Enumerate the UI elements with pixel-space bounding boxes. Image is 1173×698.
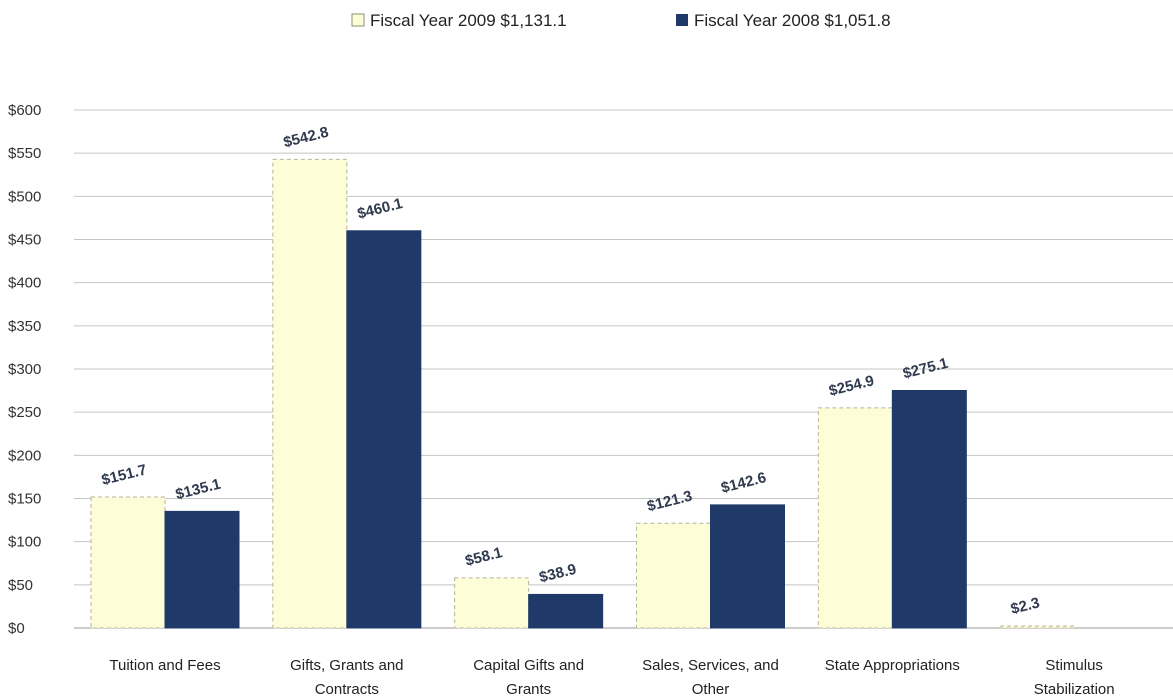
bar-fy2009 <box>636 522 711 629</box>
x-axis: Tuition and Fees Gifts, Grants and Contrac… <box>109 657 1114 698</box>
legend: Fiscal Year 2009 $1,131.1 Fiscal Year 20… <box>351 11 891 30</box>
x-category-label: Stabilization <box>1034 681 1115 698</box>
bar-fy2008 <box>710 504 785 629</box>
bar-fy2009 <box>272 158 348 629</box>
data-label: $151.7 <box>100 461 149 489</box>
y-tick-label: $150 <box>8 491 41 508</box>
y-tick-label: $100 <box>8 534 41 551</box>
y-tick-label: $500 <box>8 188 41 205</box>
bar-fy2009 <box>90 496 166 629</box>
y-tick-label: $400 <box>8 275 41 292</box>
bar-fy2009 <box>817 407 893 629</box>
y-tick-label: $50 <box>8 577 33 594</box>
x-category-label: Grants <box>506 681 551 698</box>
y-tick-label: $450 <box>8 232 41 249</box>
bar-fy2009 <box>454 577 530 629</box>
bar-fy2008 <box>528 593 604 629</box>
data-label: $2.3 <box>1009 594 1041 618</box>
y-tick-label: $350 <box>8 318 41 335</box>
data-label: $121.3 <box>645 488 694 516</box>
y-tick-label: $200 <box>8 447 41 464</box>
y-tick-label: $250 <box>8 404 41 421</box>
data-label: $460.1 <box>356 195 405 223</box>
x-category-label: Other <box>692 681 730 698</box>
x-category-label: Tuition and Fees <box>109 657 220 674</box>
gridlines <box>74 109 1173 629</box>
x-category-label: Stimulus <box>1045 657 1103 674</box>
bars <box>90 158 1075 629</box>
x-category-label: Gifts, Grants and <box>290 657 403 674</box>
y-axis: $0 $50 $100 $150 $200 $250 $300 $350 $400 $450 $50… <box>8 102 41 637</box>
legend-swatch-fy2008 <box>676 14 688 26</box>
data-label: $142.6 <box>719 469 768 497</box>
data-label: $254.9 <box>827 372 876 400</box>
data-label: $135.1 <box>174 476 223 504</box>
y-tick-label: $600 <box>8 102 41 119</box>
x-category-label: Capital Gifts and <box>473 657 584 674</box>
y-tick-label: $550 <box>8 145 41 162</box>
data-label: $38.9 <box>538 561 579 587</box>
y-tick-label: $0 <box>8 620 25 637</box>
legend-label-fy2009: Fiscal Year 2009 $1,131.1 <box>370 11 567 30</box>
data-label: $275.1 <box>901 355 950 383</box>
x-category-label: State Appropriations <box>825 657 960 674</box>
bar-fy2008 <box>164 510 240 629</box>
data-label: $58.1 <box>464 544 505 570</box>
legend-swatch-fy2009 <box>351 13 365 27</box>
legend-label-fy2008: Fiscal Year 2008 $1,051.8 <box>694 11 891 30</box>
bar-fy2009 <box>999 625 1075 629</box>
data-label: $542.8 <box>282 124 331 152</box>
bar-fy2008 <box>891 389 967 629</box>
bar-fy2008 <box>346 230 422 629</box>
x-category-label: Contracts <box>315 681 379 698</box>
x-category-label: Sales, Services, and <box>642 657 779 674</box>
y-tick-label: $300 <box>8 361 41 378</box>
